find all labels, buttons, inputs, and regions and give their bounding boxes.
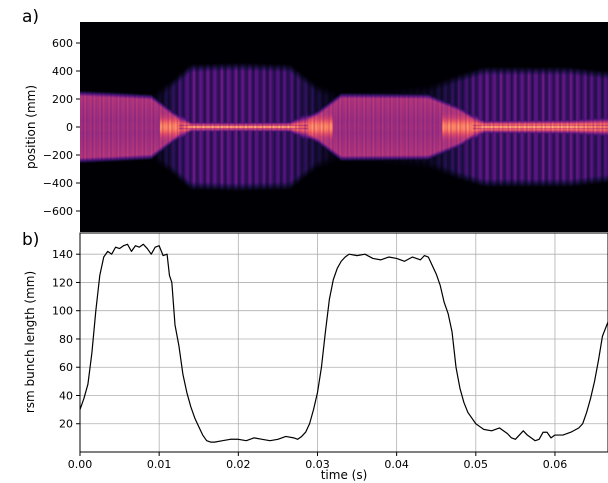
panel-a-ytick-label: 600 (52, 37, 73, 50)
panel-a-y-ticks: −600 −400 −200 0 200 400 600 (43, 37, 80, 218)
panel-a-ytick-label: −200 (43, 149, 73, 162)
panel-b-xtick-label: 0.04 (384, 458, 409, 471)
panel-b-xtick-label: 0.01 (147, 458, 172, 471)
panel-a-heatmap (80, 22, 608, 232)
panel-b-ytick-label: 100 (52, 305, 73, 318)
panel-a-ytick-label: 400 (52, 65, 73, 78)
panel-a-label: a) (22, 7, 39, 27)
panel-b-frame (79, 232, 608, 453)
panel-b-ylabel: rsm bunch length (mm) (23, 271, 37, 413)
panel-b-label: b) (22, 230, 39, 250)
panel-a-ylabel: position (mm) (24, 85, 38, 169)
panel-a-ytick-label: −400 (43, 177, 73, 190)
panel-b-xtick-label: 0.06 (543, 458, 568, 471)
panel-b-ytick-label: 20 (59, 418, 73, 431)
panel-b-xtick-label: 0.03 (305, 458, 330, 471)
panel-a-ytick-label: 0 (66, 121, 73, 134)
panel-b-ytick-label: 140 (52, 248, 73, 261)
bunch-length-series-line (79, 243, 608, 443)
panel-b-y-ticks: 20 40 60 80 100 120 140 (52, 248, 80, 431)
panel-b-xtick-label: 0.05 (464, 458, 489, 471)
panel-b-grid (79, 233, 608, 452)
panel-b-ytick-label: 60 (59, 361, 73, 374)
heatmap-image (80, 22, 608, 232)
panel-b-ytick-label: 40 (59, 389, 73, 402)
panel-a-ytick-label: 200 (52, 93, 73, 106)
panel-b-x-ticks: 0.00 0.01 0.02 0.03 0.04 0.05 0.06 (68, 452, 567, 471)
panel-a-ytick-label: −600 (43, 205, 73, 218)
panel-b-xlabel: time (s) (321, 468, 368, 482)
panel-b-ytick-label: 80 (59, 333, 73, 346)
panel-b-ytick-label: 120 (52, 276, 73, 289)
panel-b-xtick-label: 0.02 (226, 458, 251, 471)
panel-b-xtick-label: 0.00 (68, 458, 93, 471)
